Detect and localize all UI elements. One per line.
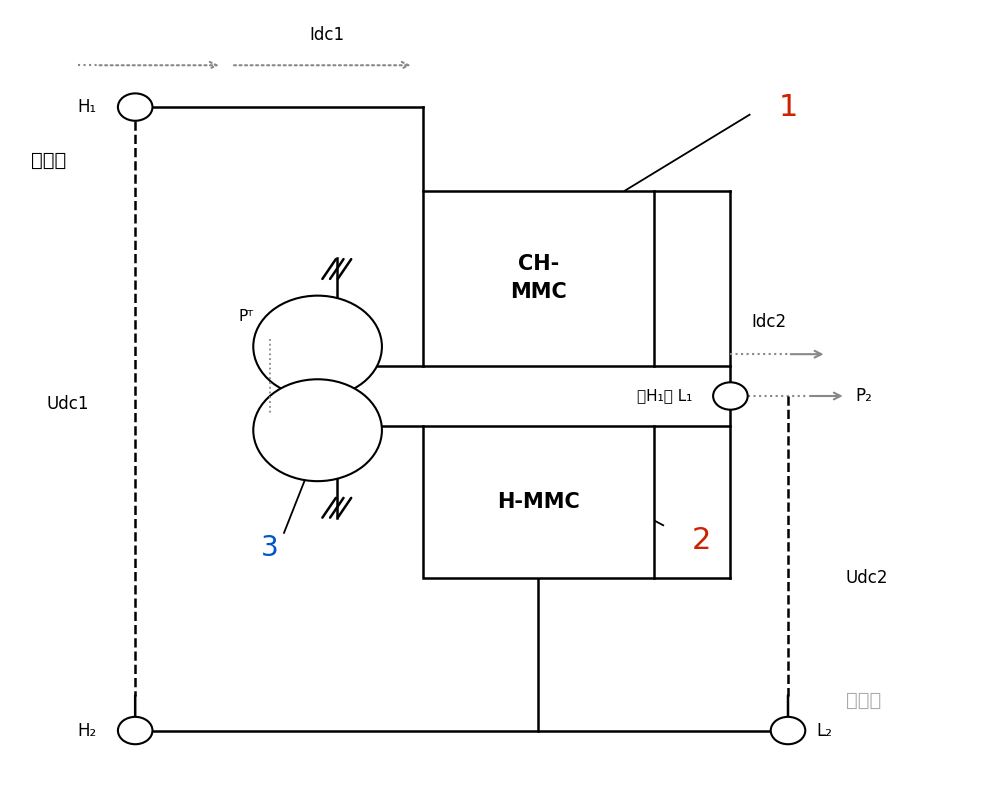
Text: P₂: P₂ [855, 387, 872, 405]
Text: Idc2: Idc2 [751, 314, 786, 331]
Text: H₁: H₁ [78, 98, 97, 116]
Text: 3: 3 [261, 534, 278, 562]
Circle shape [118, 93, 152, 120]
Text: 低压侧: 低压侧 [846, 691, 881, 710]
Text: Udc2: Udc2 [846, 569, 888, 588]
Bar [423, 426, 654, 578]
Text: 2: 2 [692, 526, 711, 555]
Text: Udc1: Udc1 [47, 394, 89, 413]
Text: L₂: L₂ [817, 722, 833, 740]
Text: H-MMC: H-MMC [497, 493, 580, 512]
Circle shape [253, 379, 382, 482]
Text: 1: 1 [778, 93, 798, 122]
Text: Pᵀ: Pᵀ [238, 309, 253, 324]
Circle shape [771, 717, 805, 744]
Circle shape [118, 717, 152, 744]
Text: CH-
MMC: CH- MMC [510, 254, 567, 303]
Circle shape [713, 383, 748, 409]
Text: Idc1: Idc1 [310, 26, 345, 44]
Text: 高压侧: 高压侧 [31, 150, 66, 169]
Bar [423, 191, 654, 366]
Text: （H₁） L₁: （H₁） L₁ [637, 389, 692, 403]
Circle shape [253, 295, 382, 398]
Text: H₂: H₂ [78, 722, 97, 740]
